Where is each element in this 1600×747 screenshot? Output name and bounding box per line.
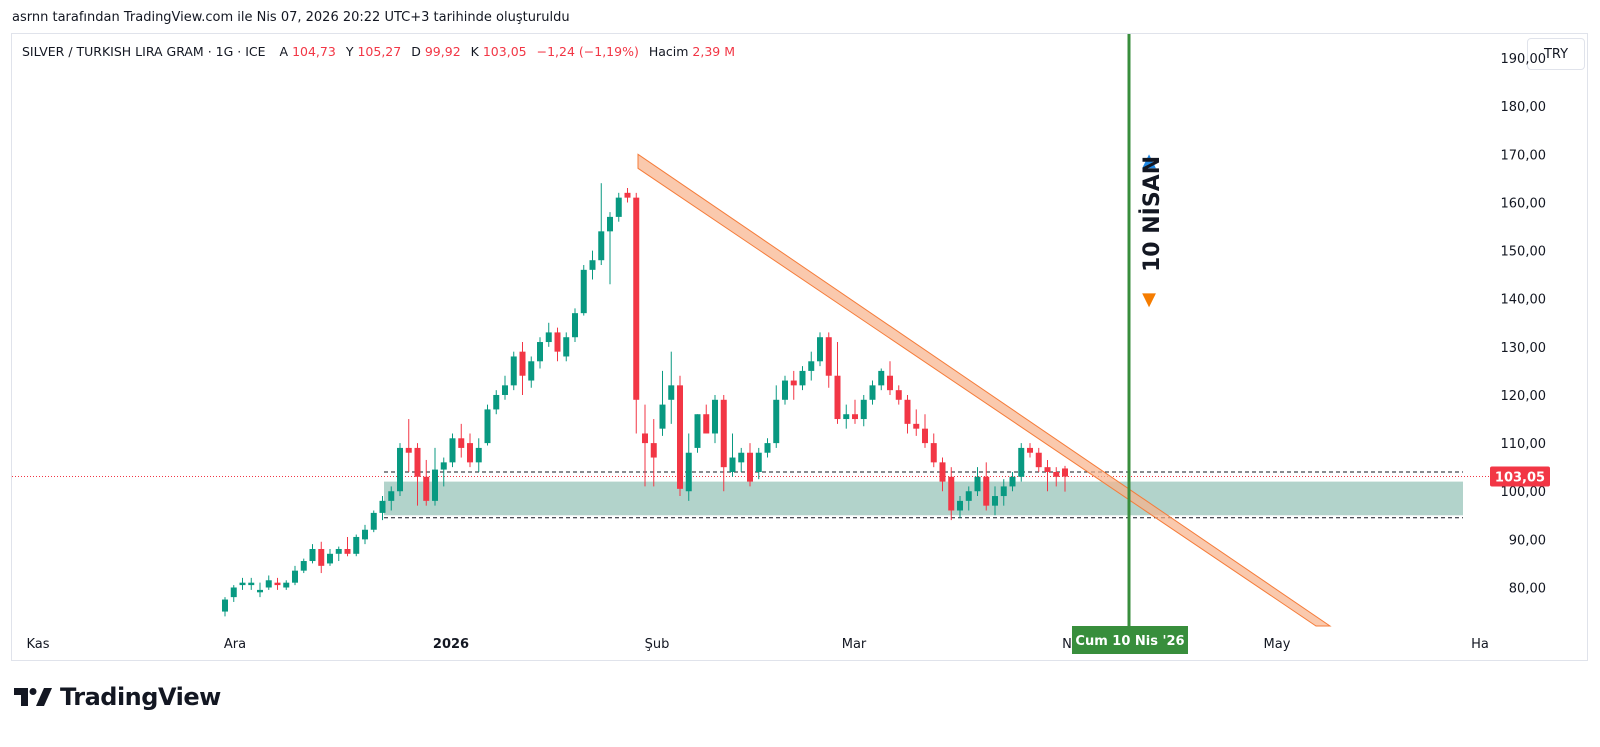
- close-value: 103,05: [482, 44, 527, 59]
- brand-name: TradingView: [60, 683, 221, 711]
- snapshot-header: asrnn tarafından TradingView.com ile Nis…: [12, 10, 570, 25]
- close-label: K: [470, 44, 479, 59]
- high-label: Y: [345, 44, 354, 59]
- open-value: 104,73: [292, 44, 336, 59]
- volume-label: Hacim: [648, 44, 689, 59]
- open-label: A: [279, 44, 289, 59]
- tradingview-logo[interactable]: TradingView: [14, 683, 221, 711]
- volume-value: 2,39 M: [692, 44, 736, 59]
- symbol-title[interactable]: SILVER / TURKISH LIRA GRAM · 1G · ICE: [22, 44, 266, 59]
- high-value: 105,27: [357, 44, 402, 59]
- chart-frame: [11, 33, 1588, 661]
- currency-button[interactable]: TRY: [1527, 38, 1585, 70]
- low-value: 99,92: [424, 44, 461, 59]
- low-label: D: [411, 44, 421, 59]
- change-value: −1,24 (−1,19%): [536, 44, 639, 59]
- tradingview-logo-icon: [14, 688, 52, 706]
